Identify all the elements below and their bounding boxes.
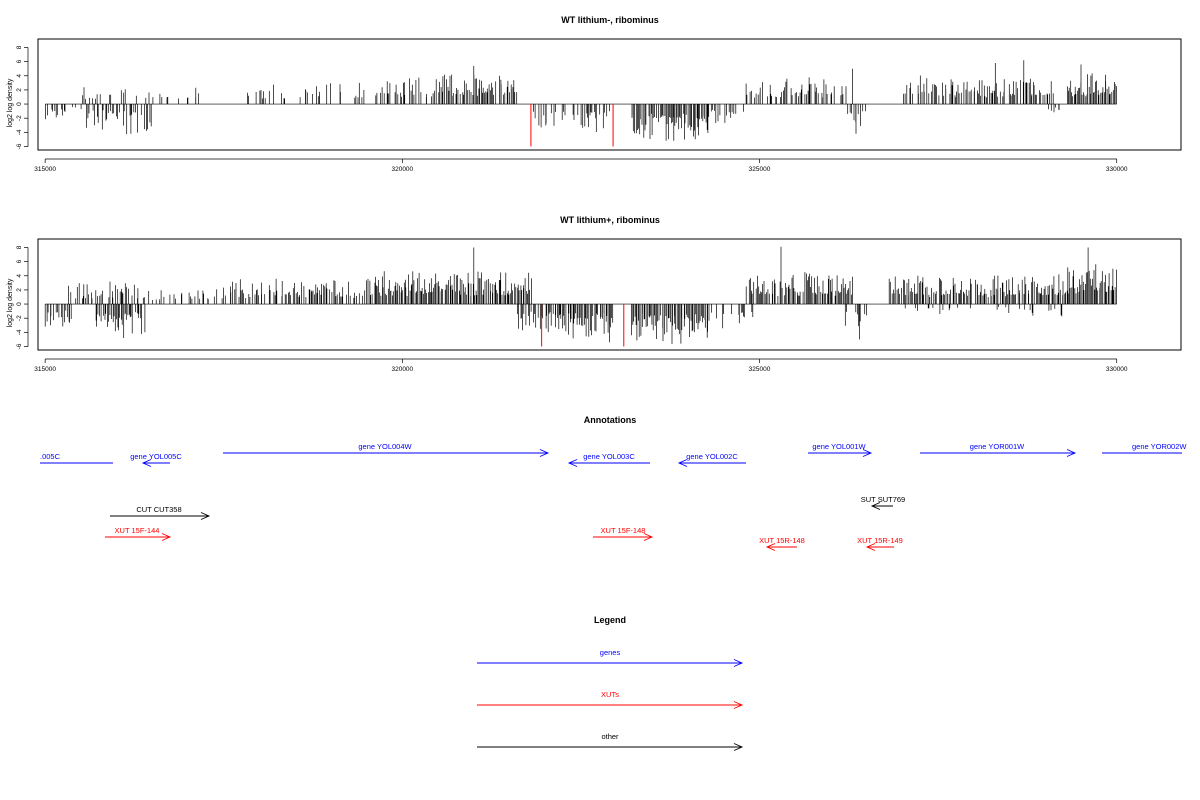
arrow-head-icon bbox=[862, 449, 873, 457]
feature-gene: gene YOL005C bbox=[130, 452, 182, 467]
y-tick-label: -2 bbox=[16, 315, 23, 321]
legend-item-xut: XUTs bbox=[477, 690, 744, 709]
feature-label: gene YOL003C bbox=[583, 452, 635, 461]
legend-items: genes XUTs other bbox=[477, 648, 744, 751]
arrow-head-icon bbox=[733, 659, 744, 667]
arrow-head-icon bbox=[733, 701, 744, 709]
feature-label: SUT SUT769 bbox=[861, 495, 905, 504]
x-tick-label: 315000 bbox=[34, 366, 56, 373]
arrow-head-icon bbox=[200, 512, 211, 520]
arrow-head-icon bbox=[161, 533, 172, 541]
feature-label: gene YOR002W bbox=[1132, 442, 1187, 451]
feature-xut: XUT 15R-148 bbox=[759, 536, 805, 551]
x-tick-label: 320000 bbox=[391, 166, 413, 173]
y-tick-label: -4 bbox=[16, 329, 23, 335]
arrow-head-icon bbox=[733, 743, 744, 751]
x-tick-label: 320000 bbox=[391, 366, 413, 373]
y-tick-label: 0 bbox=[16, 302, 23, 306]
x-tick-label: 330000 bbox=[1106, 366, 1128, 373]
y-tick-label: -6 bbox=[16, 143, 23, 149]
feature-list: .005C gene YOL005C gene YOL004W gene YOL003… bbox=[40, 442, 1187, 551]
arrow-head-icon bbox=[141, 459, 152, 467]
arrow-head-icon bbox=[677, 459, 688, 467]
feature-gene: gene YOR002W bbox=[1102, 442, 1187, 454]
track-title: WT lithium-, ribominus bbox=[561, 15, 659, 25]
density-bars-path bbox=[44, 246, 1117, 344]
arrow-head-icon bbox=[1066, 449, 1077, 457]
feature-label: .005C bbox=[40, 452, 61, 461]
arrow-head-icon bbox=[765, 543, 776, 551]
track-title: WT lithium+, ribominus bbox=[560, 215, 660, 225]
annotations-title: Annotations bbox=[584, 415, 637, 425]
arrow-head-icon bbox=[539, 449, 550, 457]
legend-panel: Legend genes XUTs other bbox=[477, 615, 744, 751]
y-axis: 8 6 4 2 0 -2 -4 -6 bbox=[16, 45, 29, 149]
density-track-lithium-minus: WT lithium-, ribominus log2 log density … bbox=[7, 15, 1182, 173]
density-bars bbox=[45, 60, 1117, 147]
x-tick-label: 325000 bbox=[749, 166, 771, 173]
arrow-head-icon bbox=[870, 502, 881, 510]
arrow-head-icon bbox=[567, 459, 578, 467]
feature-label: XUT 15F-144 bbox=[115, 526, 160, 535]
feature-other: SUT SUT769 bbox=[861, 495, 905, 510]
feature-gene: gene YOL003C bbox=[567, 452, 650, 467]
density-bars-path bbox=[45, 60, 1117, 141]
x-axis: 315000 320000 325000 330000 bbox=[34, 158, 1128, 173]
feature-label: CUT CUT358 bbox=[136, 505, 181, 514]
feature-label: gene YOL002C bbox=[686, 452, 738, 461]
feature-gene: .005C bbox=[40, 452, 113, 464]
x-tick-label: 325000 bbox=[749, 366, 771, 373]
y-tick-label: 2 bbox=[16, 88, 23, 92]
legend-label: XUTs bbox=[601, 690, 619, 699]
feature-label: gene YOL005C bbox=[130, 452, 182, 461]
y-tick-label: -4 bbox=[16, 129, 23, 135]
plot-frame bbox=[37, 38, 1182, 151]
y-tick-label: 6 bbox=[16, 259, 23, 263]
annotations-panel: Annotations .005C gene YOL005C gene YOL004… bbox=[40, 415, 1187, 551]
feature-gene: gene YOR001W bbox=[920, 442, 1077, 457]
x-tick-label: 315000 bbox=[34, 166, 56, 173]
feature-xut: XUT 15R-149 bbox=[857, 536, 903, 551]
y-tick-label: 0 bbox=[16, 102, 23, 106]
legend-label: genes bbox=[600, 648, 621, 657]
feature-label: gene YOL001W bbox=[812, 442, 866, 451]
feature-label: XUT 15R-148 bbox=[759, 536, 805, 545]
feature-xut: XUT 15F-148 bbox=[593, 526, 654, 541]
y-tick-label: 8 bbox=[16, 245, 23, 249]
y-tick-label: 6 bbox=[16, 59, 23, 63]
plot-frame bbox=[37, 238, 1182, 351]
feature-label: gene YOL004W bbox=[358, 442, 412, 451]
feature-xut: XUT 15F-144 bbox=[105, 526, 172, 541]
y-axis-label: log2 log density bbox=[7, 78, 14, 127]
legend-label: other bbox=[601, 732, 619, 741]
y-tick-label: 2 bbox=[16, 288, 23, 292]
feature-gene: gene YOL002C bbox=[677, 452, 746, 467]
feature-gene: gene YOL004W bbox=[223, 442, 550, 457]
feature-label: gene YOR001W bbox=[970, 442, 1025, 451]
feature-gene: gene YOL001W bbox=[808, 442, 873, 457]
arrow-head-icon bbox=[643, 533, 654, 541]
density-track-lithium-plus: WT lithium+, ribominus log2 log density … bbox=[7, 215, 1182, 373]
y-axis-label: log2 log density bbox=[7, 278, 14, 327]
feature-label: XUT 15R-149 bbox=[857, 536, 903, 545]
legend-title: Legend bbox=[594, 615, 626, 625]
y-tick-label: 8 bbox=[16, 45, 23, 49]
feature-other: CUT CUT358 bbox=[110, 505, 211, 520]
legend-item-other: other bbox=[477, 732, 744, 751]
x-axis: 315000 320000 325000 330000 bbox=[34, 358, 1128, 373]
y-tick-label: 4 bbox=[16, 274, 23, 278]
y-tick-label: 4 bbox=[16, 74, 23, 78]
density-bars bbox=[44, 246, 1117, 347]
y-tick-label: -6 bbox=[16, 343, 23, 349]
arrow-head-icon bbox=[865, 543, 876, 551]
y-axis: 8 6 4 2 0 -2 -4 -6 bbox=[16, 245, 29, 349]
y-tick-label: -2 bbox=[16, 115, 23, 121]
feature-label: XUT 15F-148 bbox=[601, 526, 646, 535]
legend-item-gene: genes bbox=[477, 648, 744, 667]
x-tick-label: 330000 bbox=[1106, 166, 1128, 173]
